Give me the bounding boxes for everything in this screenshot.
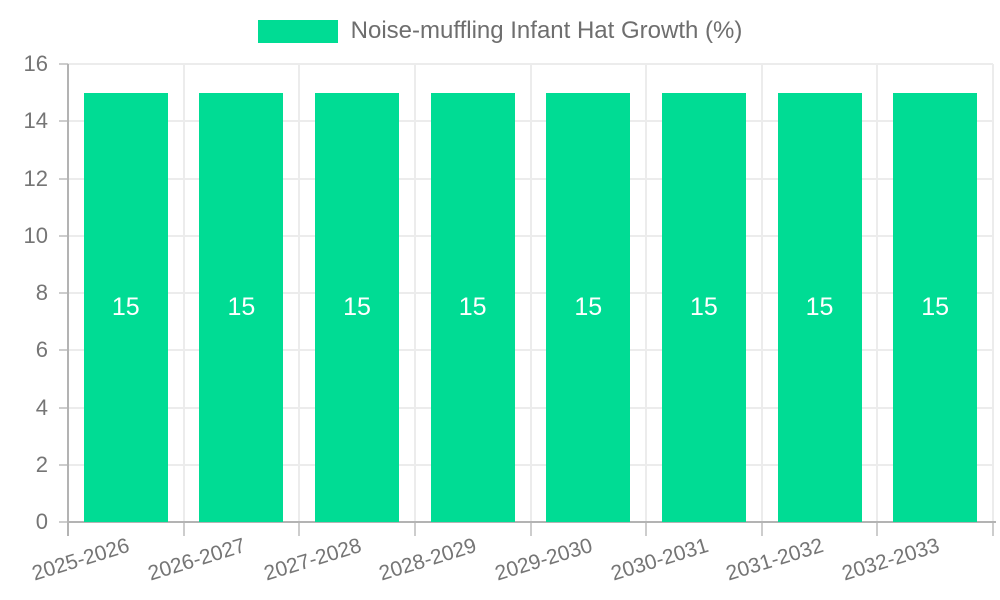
x-tick-mark	[992, 522, 994, 536]
y-tick-mark	[59, 63, 68, 65]
x-axis-label: 2025-2026	[29, 534, 133, 586]
x-axis-label: 2029-2030	[492, 534, 596, 586]
y-tick-mark	[59, 234, 68, 237]
x-axis-label: 2030-2031	[607, 534, 711, 586]
v-gridline	[298, 64, 301, 522]
x-axis-label: 2031-2032	[723, 534, 827, 586]
y-tick-mark	[59, 349, 68, 352]
x-tick-mark	[529, 522, 532, 536]
v-gridline	[876, 64, 879, 522]
y-axis-label: 14	[23, 108, 48, 134]
y-tick-mark	[59, 292, 68, 294]
y-axis-line	[67, 64, 69, 536]
y-axis-label: 10	[23, 222, 48, 248]
bar-value-label: 15	[111, 292, 140, 321]
bar[interactable]: 15	[546, 92, 631, 522]
y-axis-label: 6	[35, 337, 48, 363]
y-tick-mark	[59, 463, 68, 466]
y-axis-label: 12	[23, 165, 48, 191]
y-axis-label: 16	[23, 51, 48, 76]
legend-swatch	[257, 19, 338, 43]
bar[interactable]: 15	[83, 92, 168, 522]
bar-value-label: 15	[805, 292, 834, 321]
x-tick-mark	[876, 522, 879, 536]
x-axis-label: 2026-2027	[145, 534, 249, 586]
bar-value-label: 15	[343, 292, 371, 321]
bar-value-label: 15	[690, 292, 718, 321]
bar[interactable]: 15	[430, 92, 515, 522]
bar[interactable]: 15	[893, 92, 978, 522]
x-axis-line	[68, 521, 996, 523]
y-axis-label: 0	[35, 509, 48, 534]
v-gridline	[645, 64, 648, 522]
x-axis-label: 2032-2033	[839, 534, 942, 586]
y-axis-label: 4	[35, 394, 48, 420]
x-tick-mark	[413, 522, 416, 536]
v-gridline	[760, 64, 763, 522]
v-gridline	[529, 64, 532, 522]
bar[interactable]: 15	[661, 92, 746, 522]
legend-label: Noise-muffling Infant Hat Growth (%)	[350, 17, 743, 44]
bar-value-label: 15	[921, 292, 950, 321]
x-axis-label: 2027-2028	[261, 534, 364, 586]
v-gridline	[992, 64, 994, 522]
bar-value-label: 15	[574, 292, 603, 321]
bar[interactable]: 15	[199, 92, 284, 522]
y-tick-mark	[59, 406, 68, 409]
x-tick-mark	[298, 522, 301, 536]
legend: Noise-muffling Infant Hat Growth (%)	[0, 17, 1000, 44]
y-axis-label: 8	[35, 280, 48, 305]
x-tick-mark	[182, 522, 185, 536]
v-gridline	[182, 64, 185, 522]
y-axis-label: 2	[35, 451, 48, 477]
y-tick-mark	[59, 120, 68, 123]
bar[interactable]: 15	[315, 92, 400, 522]
x-tick-mark	[645, 522, 648, 536]
bar-value-label: 15	[458, 292, 487, 321]
y-tick-mark	[59, 177, 68, 180]
legend-item[interactable]: Noise-muffling Infant Hat Growth (%)	[257, 17, 743, 44]
y-tick-mark	[59, 521, 68, 523]
bar-value-label: 15	[227, 292, 256, 321]
x-axis-label: 2028-2029	[376, 534, 480, 586]
x-tick-mark	[760, 522, 763, 536]
v-gridline	[413, 64, 416, 522]
bar[interactable]: 15	[777, 92, 862, 522]
